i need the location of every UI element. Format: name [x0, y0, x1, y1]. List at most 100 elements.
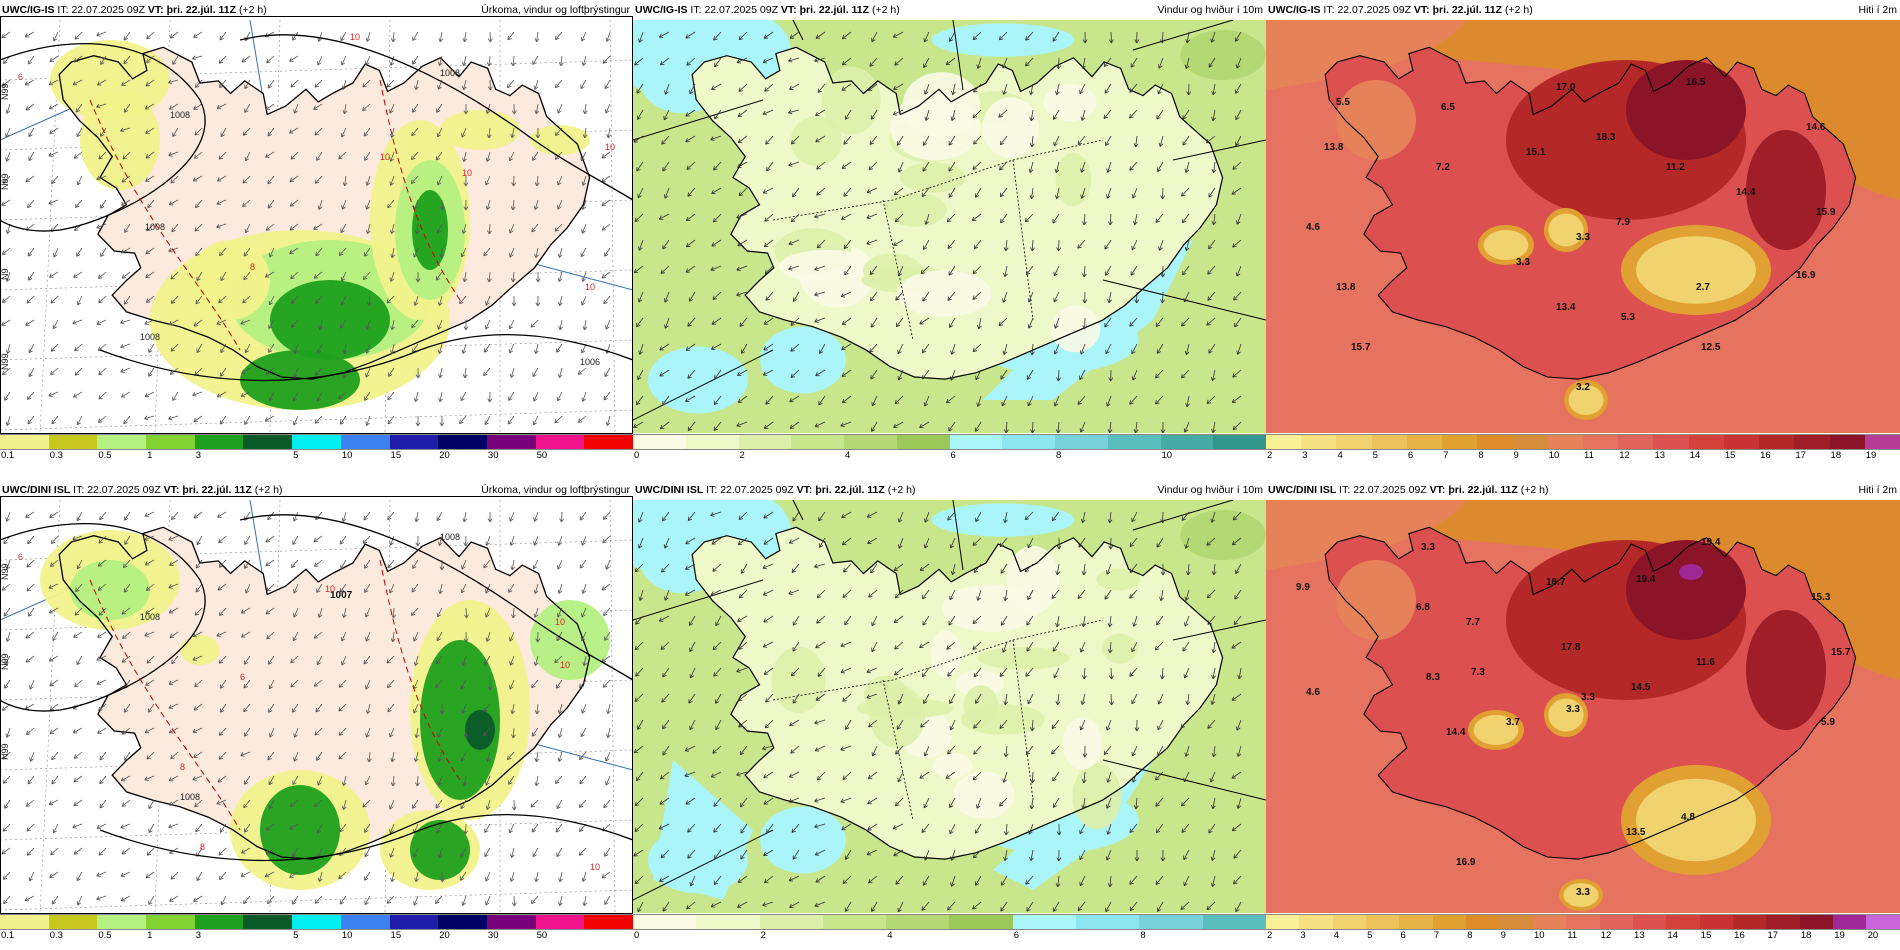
wind-panel-dini: UWC/DINI ISL IT: 22.07.2025 09Z VT: þri.…: [633, 480, 1404, 950]
panel-header: UWC/IG-IS IT: 22.07.2025 09Z VT: þri. 22…: [1266, 0, 1900, 20]
colorbar-tick-label: 3: [195, 450, 202, 461]
colorbar-tick-label: 15: [1724, 450, 1736, 461]
it-value: 22.07.2025 09Z: [704, 4, 778, 16]
temperature-label: 2.7: [1696, 282, 1710, 293]
map-area: [633, 20, 1266, 433]
colorbar-swatch: [1477, 435, 1513, 449]
colorbar-swatch: [844, 435, 897, 449]
colorbar-swatch: [1213, 435, 1266, 449]
wind-barbs: [1, 31, 612, 427]
colorbar: 024681012: [633, 914, 1404, 942]
colorbar-swatch: [1432, 915, 1467, 929]
temperature-label: 16.7: [1546, 577, 1566, 588]
grid-label: N99: [0, 563, 10, 580]
colorbar-labels: 2 3 4 5 6 7 8 9 10 11 12 13 14 15 16 17 18 19 20: [1266, 930, 1900, 942]
colorbar-tick-label: 5: [1372, 450, 1378, 461]
temperature-label: 17.8: [1561, 642, 1581, 653]
colorbar-swatches: [0, 434, 633, 450]
temperature-label: 16.5: [1686, 77, 1706, 88]
colorbar-swatches: [1266, 434, 1900, 450]
colorbar-swatch: [146, 435, 195, 449]
colorbar-swatch: [633, 435, 686, 449]
temperature-label: 4.8: [1681, 812, 1695, 823]
thickness-label: 8: [200, 842, 205, 852]
precip-map: 1008 1008 1008 1007 6 10 10 6 10 8 10 8 N99 N99 N99: [0, 500, 633, 913]
colorbar-tick-label: 9: [1513, 450, 1519, 461]
colorbar-swatch: [759, 915, 823, 929]
vt-label: VT:: [1429, 484, 1446, 496]
thickness-label: 8: [250, 262, 255, 272]
colorbar-swatch: [1202, 915, 1266, 929]
colorbar-tick-label: 4: [887, 930, 893, 941]
temperature-label: 14.4: [1736, 187, 1756, 198]
colorbar-tick-label: 5: [293, 450, 299, 461]
temperature-label: 5.9: [1821, 717, 1835, 728]
temperature-label: 15.7: [1351, 342, 1371, 353]
colorbar-swatch: [1833, 915, 1867, 929]
colorbar-swatch: [486, 915, 536, 929]
isobars: [0, 514, 633, 862]
temperature-label: 13.4: [1556, 302, 1576, 313]
colorbar-swatch: [1107, 435, 1161, 449]
colorbar-swatch: [1666, 915, 1700, 929]
colorbar-swatch: [1866, 915, 1900, 929]
colorbar-tick-label: 17: [1767, 930, 1779, 941]
temperature-label: 19.4: [1701, 537, 1721, 548]
colorbar-labels: 024681012: [633, 930, 1404, 942]
colorbar-swatch: [1160, 435, 1214, 449]
colorbar-tick-label: 4: [1337, 450, 1343, 461]
it-value: 22.07.2025 09Z: [1337, 4, 1411, 16]
thickness-label: 10: [605, 142, 615, 152]
colorbar-swatch: [389, 915, 439, 929]
temperature-label: 18.3: [1596, 132, 1616, 143]
colorbar-tick-label: 13: [1654, 450, 1666, 461]
inland-wind-areas: [774, 66, 1101, 353]
colorbar-swatch: [1366, 915, 1400, 929]
colorbar-swatch: [886, 915, 950, 929]
forecast-offset: (+2 h): [887, 484, 916, 496]
colorbar-swatch: [1723, 435, 1760, 449]
colorbar-swatch: [1406, 435, 1443, 449]
colorbar-tick-label: 2: [760, 930, 766, 941]
colorbar-swatch: [486, 435, 536, 449]
thickness-label: 6: [18, 552, 23, 562]
vt-value: þri. 22.júl. 11Z: [799, 4, 870, 16]
it-label: IT:: [1339, 484, 1351, 496]
grid-label: N99: [0, 83, 10, 100]
colorbar-swatch: [1076, 915, 1140, 929]
colorbar-tick-label: 0: [634, 930, 640, 941]
colorbar-swatch: [584, 435, 633, 449]
panel-header: UWC/DINI ISL IT: 22.07.2025 09Z VT: þri.…: [633, 480, 1266, 500]
model-name: UWC/DINI ISL: [2, 484, 71, 496]
vt-label: VT:: [780, 4, 797, 16]
colorbar-swatch: [243, 435, 293, 449]
temperature-label: 15.7: [1831, 647, 1851, 658]
vt-label: VT:: [147, 4, 164, 16]
temperature-label: 13.8: [1324, 142, 1344, 153]
colorbar-swatch: [146, 915, 195, 929]
colorbar-tick-label: 18: [1830, 450, 1842, 461]
colorbar-tick-label: 15: [1700, 930, 1712, 941]
colorbar-swatch: [1582, 435, 1619, 449]
colorbar: 0.1 0.3 0.5 1 3 5 10 15 20 30 50: [0, 434, 633, 462]
temperature-label: 17.0: [1556, 82, 1576, 93]
colorbar-tick-label: 17: [1795, 450, 1806, 461]
colorbar-tick-label: 16: [1734, 930, 1745, 941]
colorbar-tick-label: 20: [439, 930, 450, 941]
colorbar-swatch: [1618, 435, 1654, 449]
colorbar-swatch: [292, 915, 341, 929]
colorbar-swatch: [389, 435, 439, 449]
colorbar-swatch: [1336, 435, 1372, 449]
colorbar-labels: 02468101214: [633, 450, 1383, 462]
colorbar-swatch: [194, 435, 244, 449]
temperature-label: 3.3: [1576, 232, 1590, 243]
colorbar-tick-label: 10: [341, 930, 353, 941]
panel-title: Hiti í 2m: [1858, 4, 1897, 16]
thickness-label: 8: [180, 762, 185, 772]
temperature-map: 3.3 19.4 9.9 16.7 19.4 15.3 6.8 7.7 17.8 15.7 11.6…: [1266, 500, 1900, 913]
colorbar: 02468101214: [633, 434, 1383, 462]
temperature-label: 6.5: [1441, 102, 1455, 113]
precip-areas: [50, 40, 590, 410]
temperature-label: 13.8: [1336, 282, 1356, 293]
temperature-label: 16.9: [1796, 270, 1816, 281]
